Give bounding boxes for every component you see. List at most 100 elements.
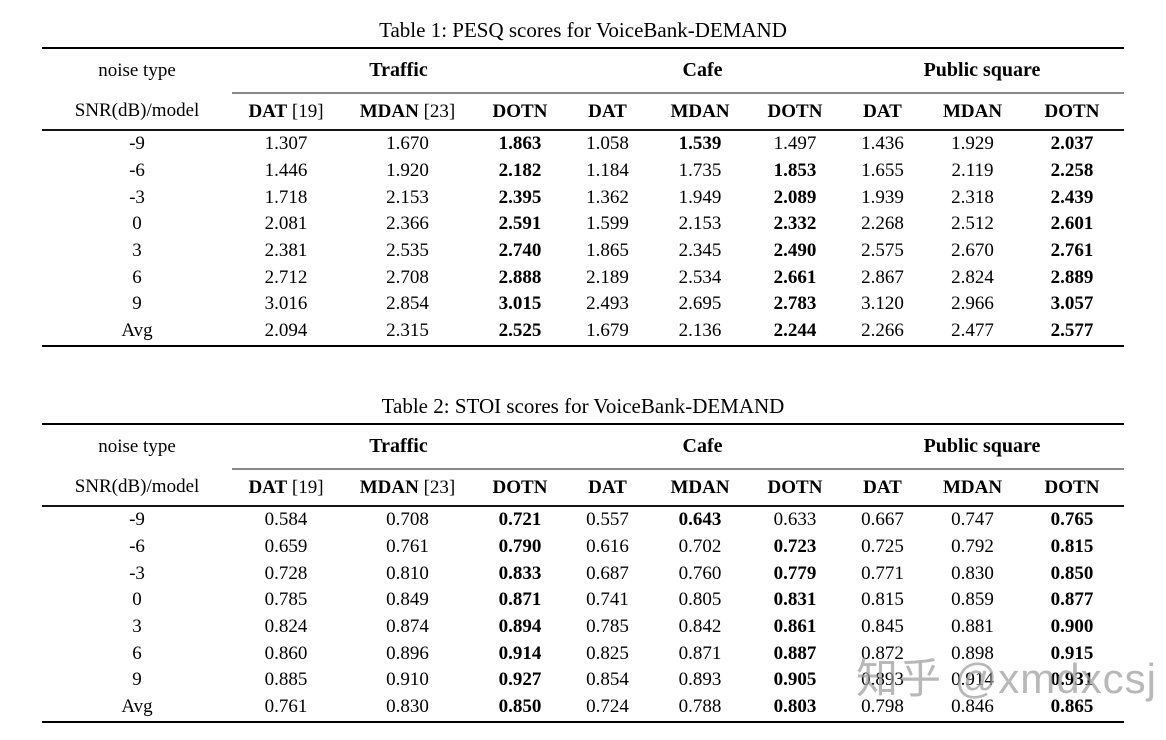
model-header: DOTN <box>1020 469 1125 507</box>
score-cell: 0.830 <box>951 562 994 584</box>
score-cell: 2.854 <box>386 293 429 315</box>
model-name: DOTN <box>492 476 548 498</box>
score-cell: 2.345 <box>678 240 722 262</box>
snr-row-label: -3 <box>129 562 145 584</box>
score-cell: 2.244 <box>773 320 817 342</box>
score-cell: 2.315 <box>386 320 429 342</box>
score-cell: 2.318 <box>951 186 994 208</box>
score-cell: 1.436 <box>861 133 904 155</box>
score-cell: 0.785 <box>264 589 308 611</box>
score-cell: 0.900 <box>1050 616 1094 638</box>
score-cell: 2.889 <box>1050 266 1094 288</box>
score-cell: 0.871 <box>678 642 722 664</box>
score-cell: 0.872 <box>861 642 904 664</box>
pesq-table-section: Table 1: PESQ scores for VoiceBank-DEMAN… <box>42 15 1125 347</box>
score-cell: 0.810 <box>386 562 429 584</box>
score-cell: 0.927 <box>498 669 542 691</box>
score-cell: 2.258 <box>1050 160 1094 182</box>
table-row: 3 0.824 0.874 0.894 0.785 0.842 0.861 0.845 0.88… <box>42 614 1124 641</box>
score-cell: 2.490 <box>773 240 817 262</box>
score-cell: 2.966 <box>951 293 994 315</box>
score-cell: 2.867 <box>861 266 904 288</box>
score-cell: 1.307 <box>264 133 308 155</box>
model-name: DAT <box>863 476 902 498</box>
score-cell: 0.633 <box>773 509 817 531</box>
score-cell: 2.266 <box>861 320 904 342</box>
table-row: 9 3.016 2.854 3.015 2.493 2.695 2.783 3.120 2.96… <box>42 291 1124 318</box>
score-cell: 2.493 <box>586 293 629 315</box>
model-name: DAT <box>248 100 288 122</box>
score-cell: 0.874 <box>386 616 429 638</box>
model-name: DOTN <box>1044 100 1100 122</box>
score-cell: 0.893 <box>678 669 722 691</box>
model-header: DOTN <box>475 469 565 507</box>
model-name: DAT <box>863 100 902 122</box>
score-cell: 1.949 <box>678 186 722 208</box>
score-cell: 0.708 <box>386 509 429 531</box>
score-cell: 2.601 <box>1050 213 1094 235</box>
model-name: DAT <box>588 100 627 122</box>
model-header: MDAN <box>925 469 1020 507</box>
score-cell: 0.830 <box>386 696 429 718</box>
score-cell: 0.785 <box>586 616 629 638</box>
noise-group-header: Traffic <box>232 424 565 470</box>
group-header-row: noise type Traffic Cafe Public square <box>42 48 1125 94</box>
score-cell: 1.539 <box>678 133 722 155</box>
score-cell: 0.667 <box>861 509 904 531</box>
table-row: -6 1.446 1.920 2.182 1.184 1.735 1.853 1.655 2.1… <box>42 158 1124 185</box>
score-cell: 0.825 <box>586 642 629 664</box>
score-cell: 0.833 <box>498 562 542 584</box>
model-header: DAT <box>565 469 650 507</box>
score-cell: 0.849 <box>386 589 429 611</box>
score-cell: 2.094 <box>264 320 308 342</box>
model-name: DOTN <box>767 476 823 498</box>
score-cell: 0.860 <box>264 642 308 664</box>
score-cell: 0.687 <box>586 562 629 584</box>
noise-group-header: Public square <box>840 48 1125 94</box>
score-cell: 0.905 <box>773 669 817 691</box>
model-header: DAT <box>840 93 925 131</box>
model-header: DAT <box>840 469 925 507</box>
stoi-table: noise type Traffic Cafe Public square SNR(dB… <box>42 423 1125 723</box>
score-cell: 0.894 <box>498 616 542 638</box>
model-name: DOTN <box>1044 476 1100 498</box>
table-row: -3 0.728 0.810 0.833 0.687 0.760 0.779 0.771 0.8… <box>42 560 1124 587</box>
snr-row-label: 0 <box>132 589 142 611</box>
score-cell: 2.534 <box>678 266 722 288</box>
score-cell: 2.153 <box>678 213 722 235</box>
score-cell: 1.655 <box>861 160 904 182</box>
model-name: MDAN <box>670 476 730 498</box>
noise-type-header: noise type <box>98 436 176 457</box>
score-cell: 0.859 <box>951 589 994 611</box>
score-cell: 0.815 <box>861 589 904 611</box>
table-row: Avg 0.761 0.830 0.850 0.724 0.788 0.803 0.798 0.… <box>42 694 1124 722</box>
score-cell: 2.189 <box>586 266 629 288</box>
score-cell: 2.708 <box>386 266 429 288</box>
model-header: DAT <box>565 93 650 131</box>
score-cell: 1.735 <box>678 160 722 182</box>
snr-row-label: 6 <box>132 642 142 664</box>
model-name: MDAN <box>359 100 419 122</box>
model-header: MDAN [23] <box>340 469 475 507</box>
score-cell: 3.016 <box>264 293 308 315</box>
score-cell: 2.888 <box>498 266 542 288</box>
score-cell: 0.798 <box>861 696 904 718</box>
score-cell: 2.577 <box>1050 320 1094 342</box>
score-cell: 0.792 <box>951 536 994 558</box>
score-cell: 1.184 <box>586 160 629 182</box>
score-cell: 0.765 <box>1050 509 1094 531</box>
table-row: -6 0.659 0.761 0.790 0.616 0.702 0.723 0.725 0.7… <box>42 534 1124 561</box>
snr-row-label: -9 <box>129 509 145 531</box>
model-header: DOTN <box>475 93 565 131</box>
snr-row-label: 3 <box>132 240 142 262</box>
score-cell: 2.037 <box>1050 133 1094 155</box>
score-cell: 0.931 <box>1050 669 1094 691</box>
score-cell: 0.881 <box>951 616 994 638</box>
score-cell: 2.477 <box>951 320 994 342</box>
score-cell: 0.779 <box>773 562 817 584</box>
model-name: MDAN <box>670 100 730 122</box>
score-cell: 0.845 <box>861 616 904 638</box>
score-cell: 2.089 <box>773 186 817 208</box>
score-cell: 0.871 <box>498 589 542 611</box>
score-cell: 2.182 <box>498 160 542 182</box>
